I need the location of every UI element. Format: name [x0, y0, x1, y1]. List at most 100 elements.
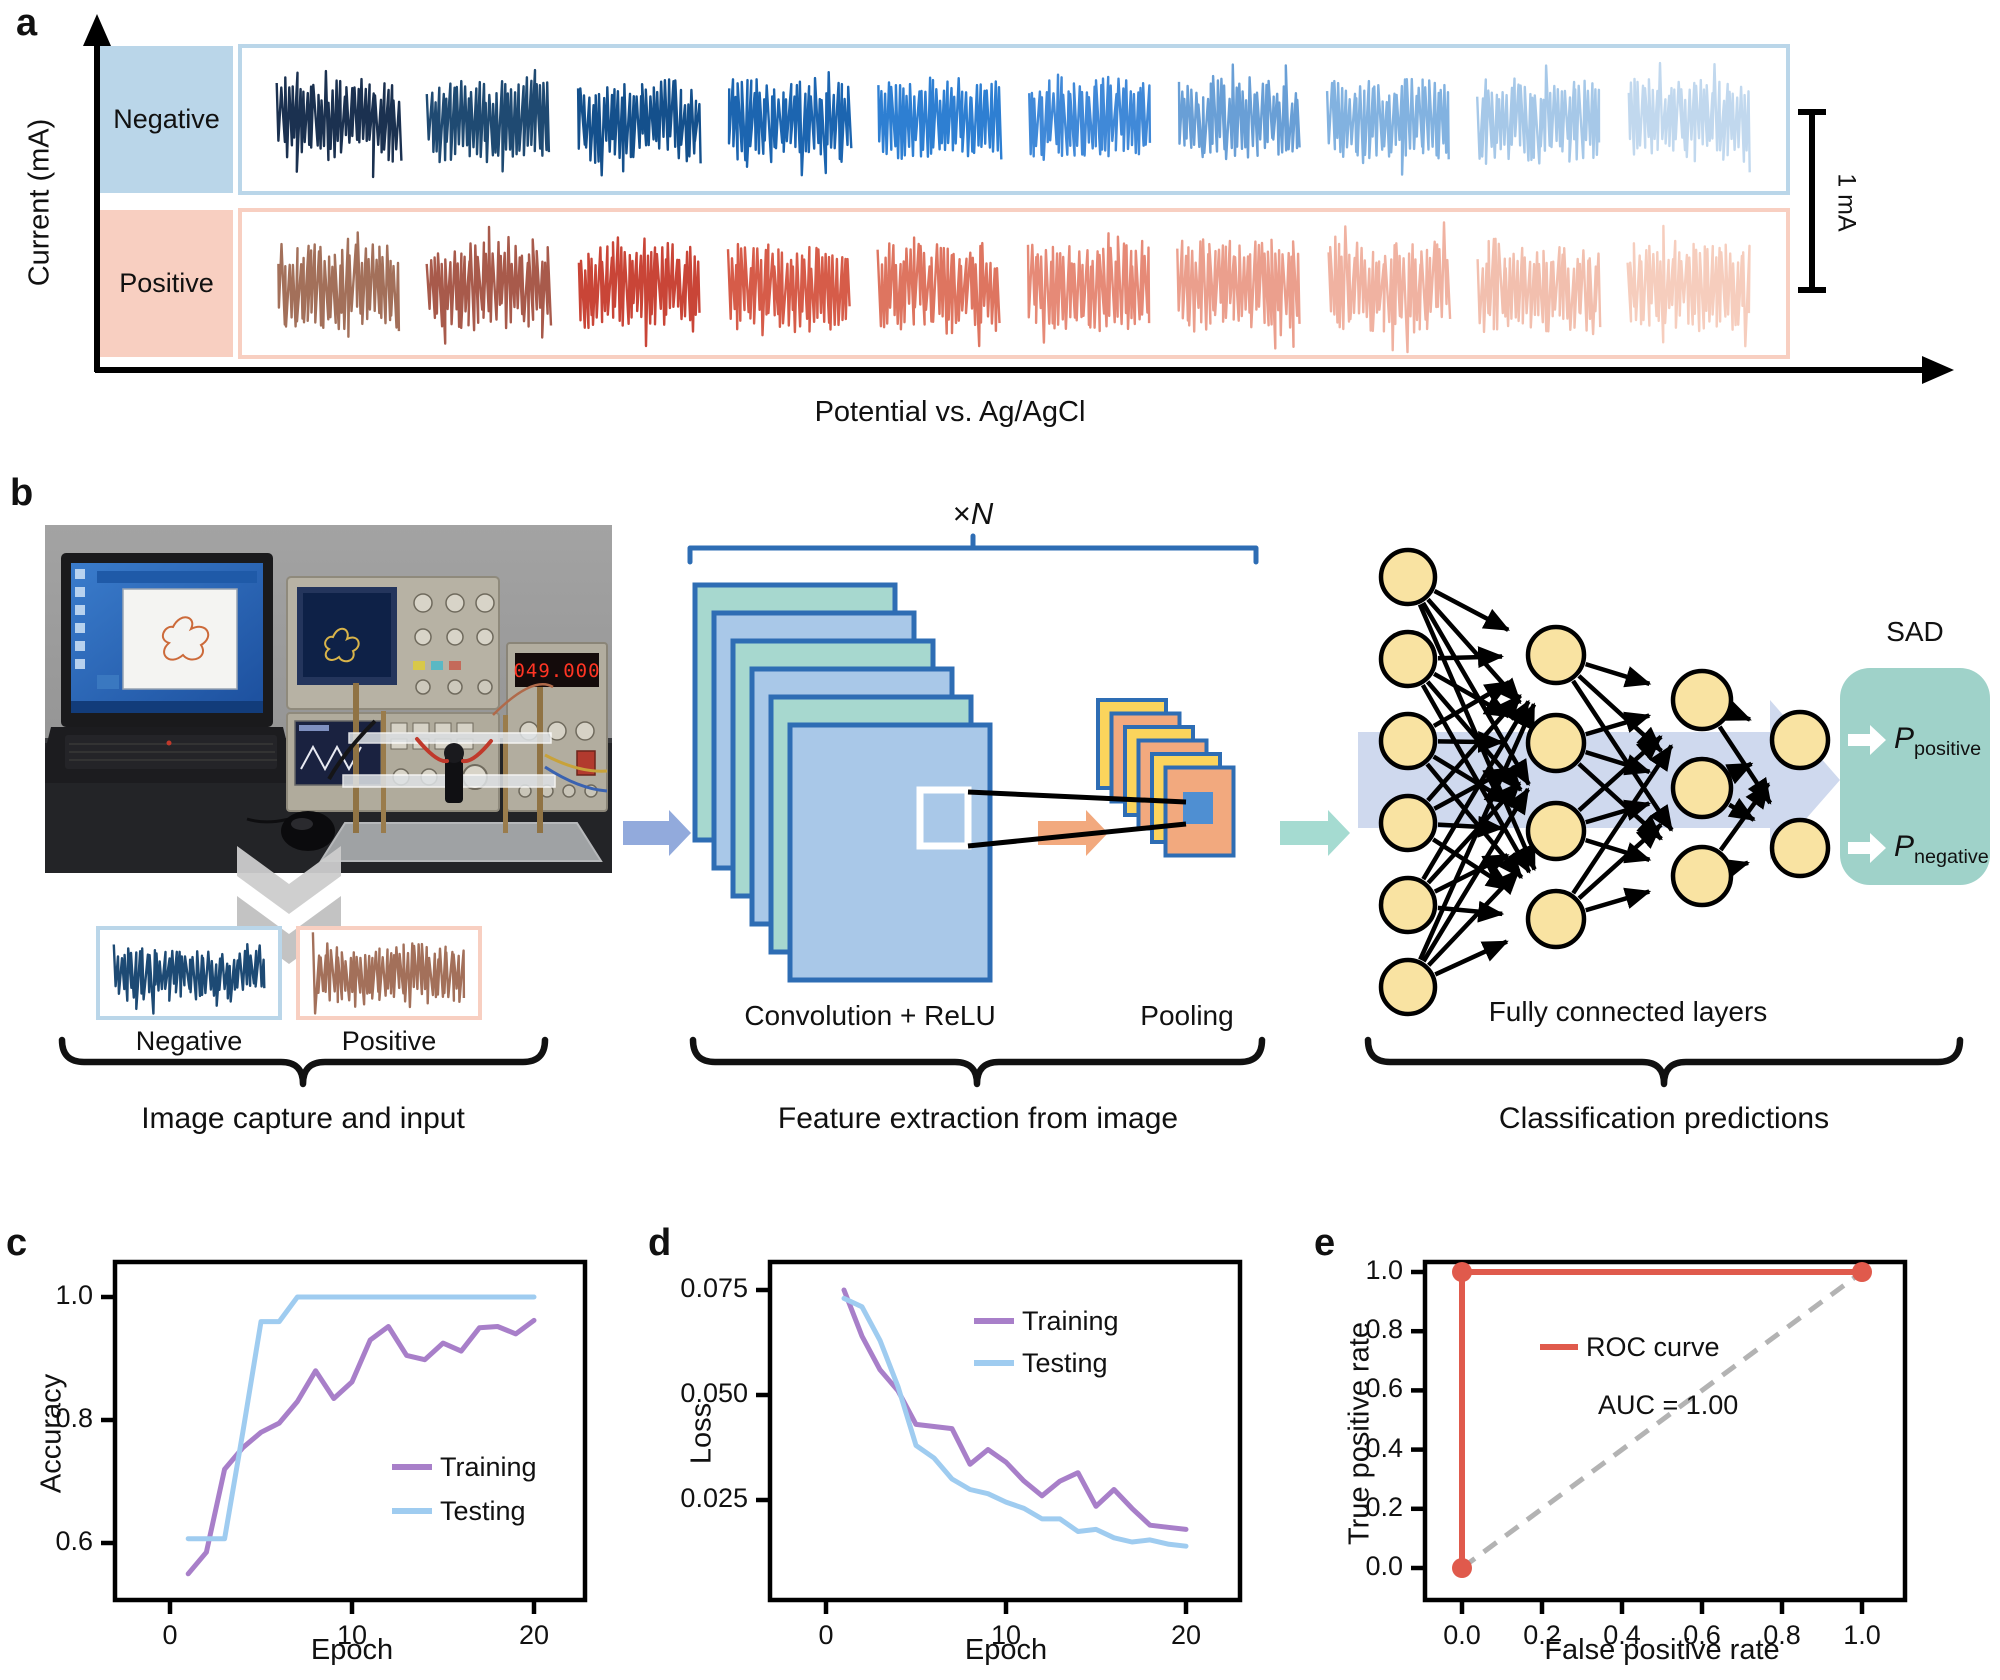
neuron-node: [1769, 709, 1831, 771]
network-edge: [1725, 761, 1754, 785]
network-edge: [1577, 823, 1663, 900]
x-tick-label: 0.8: [1763, 1620, 1801, 1650]
neuron-node: [1525, 712, 1587, 774]
cv-trace-cluster: [425, 68, 551, 173]
current-axis-title: Current (mA): [23, 118, 56, 287]
neuron-node: [1670, 668, 1734, 732]
cv-trace-cluster: [1476, 237, 1602, 336]
output-arrow-positive-icon: [1848, 725, 1886, 755]
input-box-negative-label: Negative: [135, 1026, 243, 1056]
series-training: [185, 1317, 537, 1577]
input-arrow-icon: [623, 810, 691, 856]
cv-trace-cluster: [727, 71, 853, 177]
auc-annotation: AUC = 1.00: [1598, 1390, 1739, 1420]
network-edge: [1420, 683, 1532, 874]
fully-connected-label: Fully connected layers: [1488, 996, 1768, 1027]
cv-trace-cluster: [1627, 61, 1751, 173]
caption-classification: Classification predictions: [1498, 1102, 1830, 1135]
panel-b-label: b: [10, 472, 34, 514]
p-positive-sub: positive: [1914, 738, 1982, 760]
x-tick-label: 10: [336, 1620, 368, 1650]
plot-frame: [767, 1259, 1243, 1603]
p-negative-label: Pnegative: [1894, 830, 1989, 869]
x-tick-label: 20: [1170, 1620, 1202, 1650]
network-edge: [1585, 711, 1652, 737]
epoch-axis-title-d: Epoch: [964, 1634, 1048, 1666]
cv-trace-cluster: [1327, 221, 1452, 354]
x-tick-label: 0: [162, 1620, 178, 1650]
row-color-box: [100, 210, 233, 357]
panel-a-label: a: [16, 2, 38, 44]
cv-trace-cluster: [576, 78, 702, 177]
neuron-node: [1525, 888, 1587, 950]
loss-axis-title: Loss: [685, 1402, 718, 1465]
conv-layer: [787, 722, 993, 983]
cv-trace-cluster: [1626, 224, 1751, 348]
neuron-node: [1378, 875, 1438, 935]
xn-times: ×: [952, 496, 971, 531]
potential-axis-title: Potential vs. Ag/AgCl: [814, 396, 1086, 428]
panel-d-label: d: [648, 1222, 672, 1264]
network-edge: [1437, 900, 1505, 923]
network-edge: [1585, 799, 1652, 825]
x-axis-arrowhead: [1922, 356, 1954, 384]
kernel-connector: [967, 789, 1187, 805]
neuron-node: [1378, 957, 1438, 1017]
neuron-node: [1670, 756, 1734, 820]
series-testing: [185, 1294, 537, 1542]
x-tick-label: 0.6: [1683, 1620, 1721, 1650]
network-edge: [1721, 858, 1751, 881]
positive-row-label: Positive: [119, 268, 214, 298]
photo-mouse: [246, 811, 335, 851]
chart-d: [756, 1259, 1243, 1614]
y-tick-label: 0.075: [680, 1273, 748, 1303]
cv-trace-cluster: [277, 231, 401, 338]
brace-classification: [1364, 1036, 1964, 1088]
caption-image-capture: Image capture and input: [141, 1102, 465, 1135]
roc-point: [1452, 1262, 1472, 1282]
plot-frame: [1422, 1259, 1908, 1603]
pooling-label: Pooling: [1140, 1000, 1234, 1031]
neuron-node: [1769, 817, 1831, 879]
network-edge: [1426, 694, 1522, 802]
pooled-cell: [1183, 792, 1213, 824]
network-edge: [1584, 749, 1652, 776]
photo-test-rig: [319, 682, 608, 862]
legend-training-c: Training: [440, 1452, 537, 1482]
cv-trace-cluster: [425, 225, 553, 345]
fpr-axis-title: False positive rate: [1544, 1634, 1780, 1666]
input-box-positive-label: Positive: [341, 1026, 437, 1056]
xn-label: ×N: [873, 496, 1073, 532]
x-tick-label: 20: [518, 1620, 550, 1650]
cv-trace-cluster: [1476, 64, 1601, 165]
x-tick-label: 0.0: [1443, 1620, 1481, 1650]
y-tick-label: 0.025: [680, 1483, 748, 1513]
y-tick-label: 0.8: [1365, 1314, 1403, 1345]
legend-training-d: Training: [1022, 1306, 1119, 1336]
output-arrow-negative-icon: [1848, 833, 1886, 863]
panel-a-traces: [100, 44, 1790, 359]
x-tick-label: 0: [818, 1620, 834, 1650]
conv-relu-label: Convolution + ReLU: [744, 1000, 996, 1031]
y-axis-arrowhead: [83, 14, 111, 46]
psu-display-readout: 049.000: [513, 660, 600, 682]
cv-trace-cluster: [1026, 232, 1151, 344]
network-edge: [1727, 797, 1756, 822]
network-edge: [1433, 588, 1510, 632]
neuron-node: [1378, 547, 1438, 607]
brace-group: [58, 1036, 1964, 1088]
brace-image-capture: [58, 1036, 549, 1088]
y-tick-label: 0.8: [55, 1403, 93, 1433]
plot-frame: [112, 1259, 588, 1603]
network-edge: [1434, 939, 1509, 977]
cv-trace-cluster: [1325, 77, 1450, 176]
neuron-node: [1378, 793, 1438, 853]
x-tick-label: 1.0: [1843, 1620, 1881, 1650]
network-edge: [1584, 661, 1652, 688]
network-edge: [1437, 815, 1505, 838]
y-tick-label: 0.6: [55, 1526, 93, 1556]
roc-point: [1852, 1262, 1872, 1282]
y-tick-label: 0.0: [1365, 1551, 1403, 1581]
p-positive-label: Ppositive: [1894, 722, 1981, 761]
